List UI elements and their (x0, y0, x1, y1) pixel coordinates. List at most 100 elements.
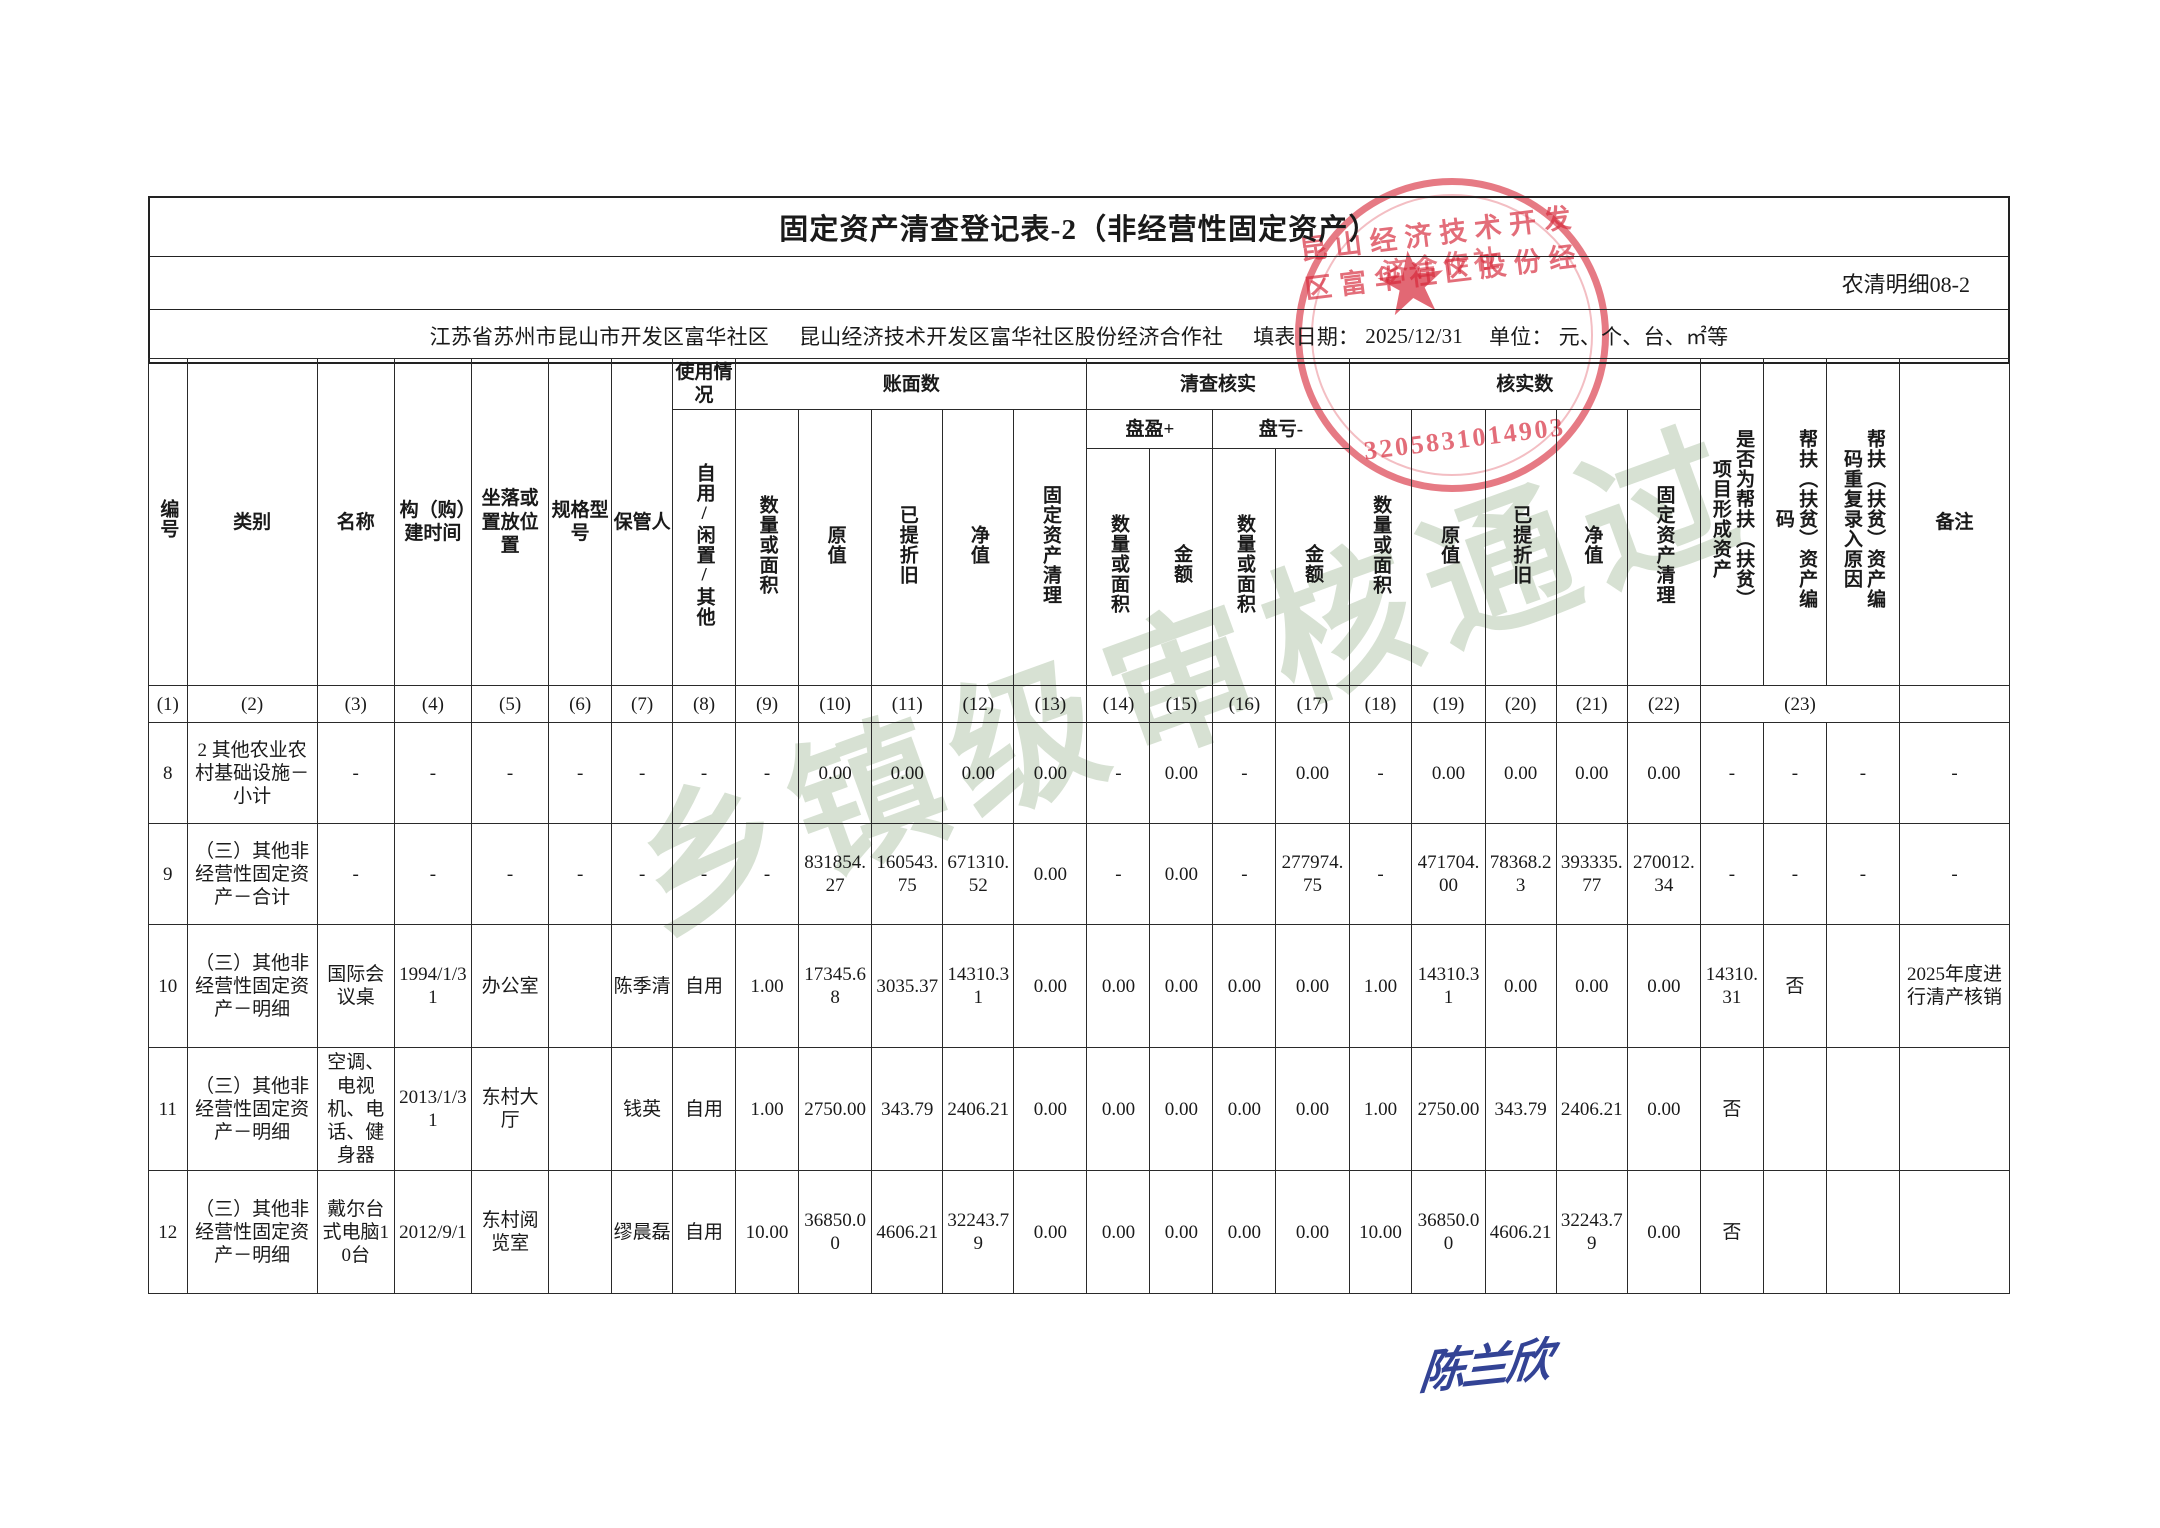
cell-index: 11 (148, 1047, 188, 1172)
header-remark: 备注 (1899, 357, 2010, 687)
cell-usage-status: 自用 (672, 924, 737, 1049)
colnum: (7) (611, 685, 674, 724)
cell-surplus-amt: 0.00 (1149, 1170, 1214, 1295)
header-inventory-check-group: 清查核实 (1086, 357, 1350, 411)
cell-custodian: 钱英 (611, 1047, 674, 1172)
cell-name: - (316, 722, 395, 825)
cell-net-ver: 0.00 (1555, 924, 1628, 1049)
colnum: (22) (1626, 685, 1701, 724)
header-depreciation-book: 已提折旧 (871, 409, 944, 687)
cell-poverty-asset-code: - (1762, 823, 1827, 926)
cell-original-book: 17345.68 (798, 924, 873, 1049)
cell-poverty-asset-code (1762, 1170, 1827, 1295)
header-disposal-verified: 固定资产清理 (1626, 409, 1701, 687)
cell-original-ver: 2750.00 (1411, 1047, 1486, 1172)
cell-net-ver: 32243.79 (1555, 1170, 1628, 1295)
cell-build-time: - (393, 722, 472, 825)
cell-qty-area-ver: - (1348, 722, 1413, 825)
header-original-book: 原值 (798, 409, 873, 687)
cell-deficit-qty: - (1212, 823, 1277, 926)
colnum: (12) (942, 685, 1015, 724)
header-book-value-group: 账面数 (735, 357, 1088, 411)
cell-location: - (470, 823, 550, 926)
colnum: (5) (470, 685, 550, 724)
meta-organization: 昆山经济技术开发区富华社区股份经济合作社 (798, 325, 1224, 349)
table-row[interactable]: 11 （三）其他非经营性固定资产－明细 空调、电视机、电话、健身器 2013/1/31… (148, 1047, 2010, 1172)
cell-build-time: - (393, 823, 472, 926)
header-qty-area-verified: 数量或面积 (1348, 409, 1413, 687)
colnum (1899, 685, 2010, 724)
header-verified-value-group: 核实数 (1348, 357, 1701, 411)
cell-surplus-amt: 0.00 (1149, 924, 1214, 1049)
cell-disposal-ver: 0.00 (1626, 1047, 1701, 1172)
cell-location: 办公室 (470, 924, 550, 1049)
colnum: (21) (1555, 685, 1628, 724)
cell-custodian: 缪晨磊 (611, 1170, 674, 1295)
cell-qty-area-ver: 1.00 (1348, 1047, 1413, 1172)
table-row[interactable]: 9 （三）其他非经营性固定资产－合计 - - - - - - -831854.27 160543.… (148, 823, 2010, 926)
colnum: (16) (1212, 685, 1277, 724)
colnum: (18) (1348, 685, 1413, 724)
header-leaf-row: 数量或面积 金额 数量或面积 金额 (149, 448, 2010, 687)
cell-remark (1899, 1170, 2010, 1295)
cell-deficit-amt: 0.00 (1275, 924, 1350, 1049)
cell-qty-area-book: - (735, 823, 800, 926)
cell-duplicate-reason: - (1825, 823, 1901, 926)
cell-name: 戴尔台式电脑10台 (316, 1170, 395, 1295)
cell-surplus-qty: - (1086, 823, 1151, 926)
cell-is-poverty-project: 14310.31 (1699, 924, 1764, 1049)
cell-original-book: 2750.00 (798, 1047, 873, 1172)
meta-region: 江苏省苏州市昆山市开发区富华社区 (429, 325, 769, 349)
header-poverty-asset-code: 帮扶（扶贫）资产编码 (1762, 357, 1827, 687)
colnum: (20) (1484, 685, 1557, 724)
header-spec-model: 规格型号 (548, 357, 613, 687)
header-subgroup-row: 自用/闲置/其他 数量或面积 原值 已提折旧 净值 固定资产清理 盘盈+ 盘亏-… (149, 409, 2010, 687)
cell-category: （三）其他非经营性固定资产－明细 (186, 1170, 318, 1295)
cell-usage-status: 自用 (672, 1047, 737, 1172)
cell-original-ver: 471704.00 (1411, 823, 1486, 926)
header-custodian: 保管人 (611, 357, 674, 687)
cell-duplicate-reason (1825, 924, 1901, 1049)
header-build-time: 构（购）建时间 (393, 357, 472, 687)
cell-build-time: 2012/9/1 (393, 1170, 472, 1295)
cell-original-ver: 0.00 (1411, 722, 1486, 825)
cell-depreciation-book: 4606.21 (871, 1170, 944, 1295)
cell-custodian: 陈季清 (611, 924, 674, 1049)
cell-net-ver: 0.00 (1555, 722, 1628, 825)
header-surplus-amount: 金额 (1149, 448, 1214, 687)
colnum: (15) (1149, 685, 1214, 724)
header-group-row: 编号 类别 名称 构（购）建时间 坐落或置放位置 规格型号 保管人 使用情况 账… (148, 357, 2010, 687)
header-category: 类别 (186, 357, 318, 687)
cell-qty-area-book: 1.00 (735, 1047, 800, 1172)
table-row[interactable]: 10 （三）其他非经营性固定资产－明细 国际会议桌 1994/1/31 办公室 陈季清 自用… (148, 924, 2010, 1049)
colnum: (8) (672, 685, 737, 724)
colnum: (17) (1275, 685, 1350, 724)
colnum: (6) (548, 685, 613, 724)
cell-remark: - (1899, 823, 2010, 926)
cell-custodian: - (611, 722, 674, 825)
cell-original-book: 0.00 (798, 722, 873, 825)
cell-net-book: 14310.31 (942, 924, 1015, 1049)
table-row[interactable]: 12 （三）其他非经营性固定资产－明细 戴尔台式电脑10台 2012/9/1 东村阅览室… (148, 1170, 2010, 1295)
form-meta-line: 江苏省苏州市昆山市开发区富华社区 昆山经济技术开发区富华社区股份经济合作社 填表… (150, 310, 2008, 364)
cell-qty-area-ver: - (1348, 823, 1413, 926)
cell-depreciation-ver: 343.79 (1484, 1047, 1557, 1172)
colnum: (4) (393, 685, 472, 724)
column-number-row: (1) (2) (3) (4) (5) (6) (7) (8) (9) (10)… (148, 685, 2010, 724)
header-index: 编号 (148, 357, 188, 687)
cell-category: （三）其他非经营性固定资产－明细 (186, 1047, 318, 1172)
handwritten-signature: 陈兰欣 (1417, 1333, 1552, 1400)
cell-spec-model (548, 1047, 613, 1172)
colnum: (14) (1086, 685, 1151, 724)
cell-qty-area-book: - (735, 722, 800, 825)
cell-location: - (470, 722, 550, 825)
colnum: (3) (316, 685, 395, 724)
cell-net-ver: 393335.77 (1555, 823, 1628, 926)
cell-original-book: 36850.00 (798, 1170, 873, 1295)
form-code: 农清明细08-2 (150, 257, 2008, 310)
cell-net-ver: 2406.21 (1555, 1047, 1628, 1172)
cell-disposal-ver: 0.00 (1626, 722, 1701, 825)
colnum: (9) (735, 685, 800, 724)
